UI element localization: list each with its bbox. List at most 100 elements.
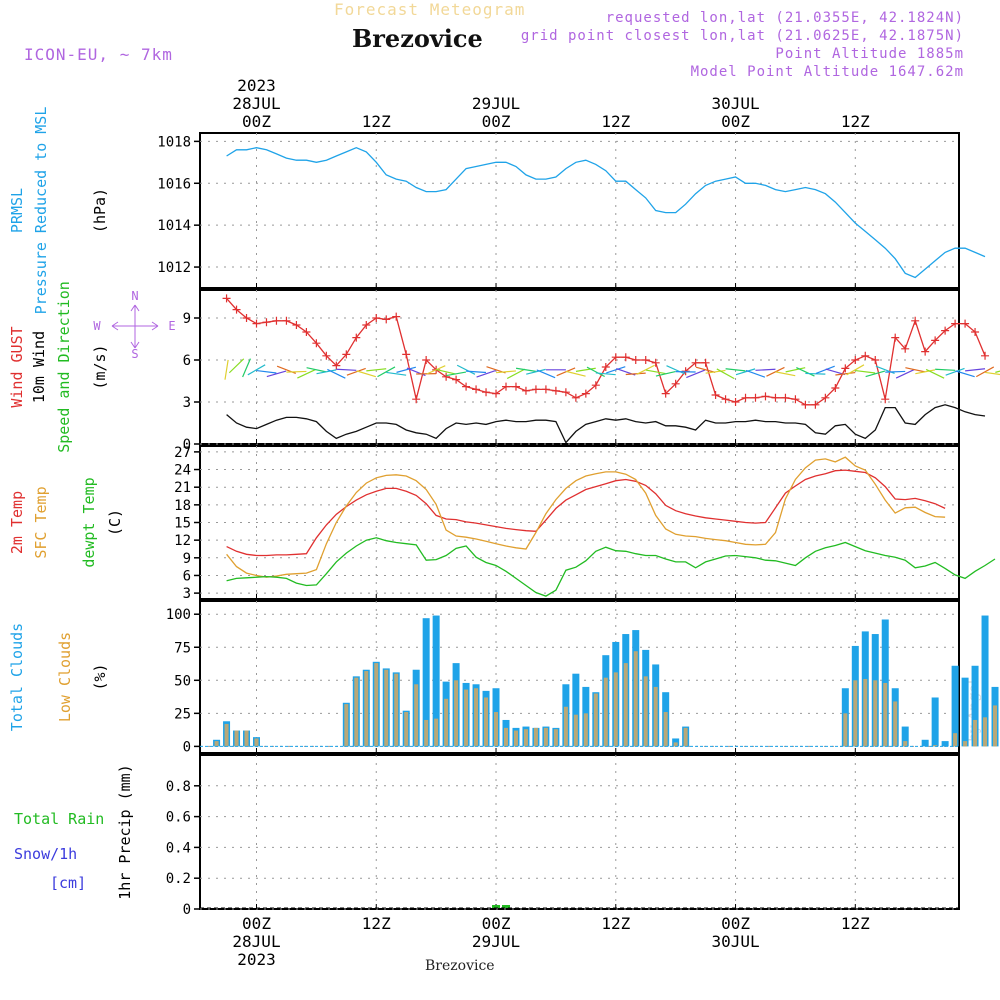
y-tick-label: 27	[174, 445, 191, 461]
rain-bar	[502, 905, 510, 908]
y-tick-label: 3	[183, 395, 191, 411]
gust-marker	[302, 328, 311, 336]
panel-pressure: 1012 1014 1016 1018 PRMSL Pressure Reduced to…	[8, 107, 986, 315]
total-cloud-bar	[961, 677, 969, 747]
panel-wind: 0 3 6 9 Wind GUST 10m Wind Speed and Direction…	[8, 281, 990, 453]
wind-arrow	[695, 366, 716, 373]
low-cloud-bar	[933, 745, 938, 747]
wind-arrow	[566, 370, 586, 377]
wind-arrow	[955, 370, 975, 378]
rain-label: Total Rain	[14, 810, 104, 828]
wind-arrow	[446, 371, 467, 377]
gust-marker	[821, 393, 830, 402]
series-line-2m-temp	[226, 469, 946, 557]
y-tick-label: 1018	[157, 134, 191, 150]
wind-arrow	[625, 372, 646, 376]
wind-arrow	[242, 358, 251, 378]
y-tick-label: 0	[183, 902, 191, 918]
gust-marker	[971, 328, 980, 336]
gust-marker	[262, 318, 271, 327]
wind-arrow	[297, 369, 316, 379]
wind-arrow	[725, 368, 746, 372]
gust-marker	[751, 393, 760, 402]
gust-marker	[342, 350, 351, 359]
wind-arrow	[686, 369, 706, 379]
wind-arrow	[575, 367, 596, 372]
gust-marker	[881, 395, 890, 404]
gust-marker	[232, 305, 241, 314]
gust-marker	[771, 393, 780, 402]
total-cloud-bar	[931, 697, 939, 747]
total-cloud-bar	[432, 615, 440, 747]
panel-label: Pressure Reduced to MSL	[32, 107, 50, 315]
panel-label: (%)	[91, 663, 109, 690]
gust-marker	[661, 389, 670, 398]
total-cloud-bar	[951, 665, 959, 747]
gust-marker	[801, 400, 810, 409]
low-cloud-bar	[254, 738, 259, 747]
low-cloud-bar	[454, 680, 459, 747]
gust-marker	[921, 347, 930, 356]
low-cloud-bar	[404, 712, 409, 747]
grid-point-coordinates: grid point closest lon,lat (21.0625E, 42…	[520, 28, 964, 44]
gust-marker	[961, 319, 970, 328]
low-cloud-bar	[523, 729, 528, 747]
top-axis-label: 30JUL	[711, 94, 759, 113]
low-cloud-bar	[394, 673, 399, 747]
gust-marker	[541, 385, 550, 394]
wind-arrow	[705, 369, 726, 374]
low-cloud-bar	[623, 663, 628, 747]
gust-marker	[492, 389, 501, 398]
gust-marker	[811, 400, 820, 409]
requested-coordinates: requested lon,lat (21.0355E, 42.1824N)	[605, 10, 964, 26]
low-cloud-bar	[504, 727, 508, 747]
panel-frame	[199, 754, 960, 910]
gust-marker	[901, 344, 910, 353]
wind-arrow	[716, 368, 735, 380]
top-axis-label: 12Z	[841, 112, 870, 131]
wind-arrow	[476, 369, 496, 378]
model-label: ICON-EU, ~ 7km	[24, 45, 173, 64]
wind-arrow	[645, 369, 666, 375]
gust-marker	[841, 364, 850, 373]
low-cloud-bar	[843, 713, 848, 747]
gust-marker	[312, 339, 321, 348]
panel-label: SFC Temp	[32, 486, 50, 558]
gust-marker	[402, 350, 411, 359]
gust-marker	[462, 382, 471, 391]
series-line-sfc-temp	[226, 456, 946, 578]
bottom-axis-label: 2023	[237, 950, 276, 969]
gust-marker	[521, 386, 530, 395]
low-cloud-bar	[224, 723, 229, 747]
compass-n: N	[131, 289, 138, 303]
low-cloud-bar	[633, 651, 638, 747]
snow-label: Snow/1h	[14, 845, 77, 863]
gust-marker	[531, 385, 540, 394]
wind-arrow	[386, 371, 407, 376]
gust-marker	[292, 321, 301, 329]
low-cloud-bar	[893, 701, 898, 747]
y-tick-label: 15	[174, 516, 191, 532]
wind-arrow	[905, 367, 926, 373]
wind-arrow	[426, 365, 446, 375]
wind-arrow	[606, 366, 626, 374]
panel-frame	[199, 600, 960, 754]
series-line-pressure	[226, 146, 986, 279]
bottom-axis-label: 29JUL	[472, 932, 520, 951]
low-cloud-bar	[983, 717, 988, 747]
gust-marker	[651, 358, 660, 367]
wind-arrow	[925, 368, 945, 379]
wind-arrow	[745, 369, 766, 378]
wind-arrow	[915, 369, 936, 375]
low-cloud-bar	[464, 689, 469, 747]
low-cloud-bar	[653, 686, 658, 747]
wind-arrow	[356, 370, 377, 378]
top-axis-label: 00Z	[242, 112, 271, 131]
series-line-10m-wind	[226, 404, 986, 444]
wind-arrow	[466, 370, 487, 374]
y-tick-label: 1016	[157, 176, 191, 192]
bottom-axis-label: 00Z	[242, 914, 271, 933]
gust-marker	[831, 384, 840, 392]
